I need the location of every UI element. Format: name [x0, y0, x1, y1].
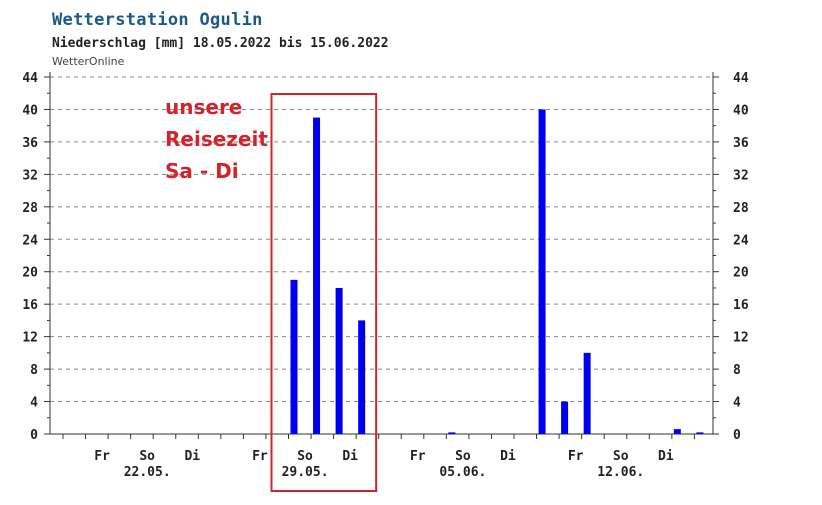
- x-weekday-label: Fr: [252, 449, 268, 464]
- y-tick-label-left: 44: [22, 71, 38, 86]
- chart-title: Wetterstation Ogulin: [52, 10, 263, 30]
- x-weekday-label: Fr: [94, 449, 110, 464]
- y-tick-label-right: 12: [733, 331, 749, 346]
- y-tick-label-left: 20: [22, 266, 38, 281]
- bar-30.05.: [335, 287, 343, 434]
- x-date-label: 05.06.: [439, 465, 486, 480]
- bar-04.06.: [448, 432, 456, 434]
- y-tick-label-right: 8: [733, 363, 741, 378]
- highlight-box: [270, 93, 378, 492]
- y-tick-label-right: 4: [733, 396, 741, 411]
- x-weekday-label: So: [613, 449, 629, 464]
- y-tick-label-right: 16: [733, 298, 749, 313]
- chart-subtitle: Niederschlag [mm] 18.05.2022 bis 15.06.2…: [52, 36, 389, 51]
- y-tick-label-right: 0: [733, 428, 741, 443]
- y-tick-label-right: 36: [733, 136, 749, 151]
- y-tick-label-left: 12: [22, 331, 38, 346]
- x-weekday-label: Fr: [568, 449, 584, 464]
- y-tick-label-right: 44: [733, 71, 749, 86]
- y-tick-label-left: 24: [22, 233, 38, 248]
- y-tick-label-left: 36: [22, 136, 38, 151]
- x-date-label: 12.06.: [597, 465, 644, 480]
- x-weekday-label: Di: [342, 449, 358, 464]
- x-weekday-label: Fr: [410, 449, 426, 464]
- x-date-label: 29.05.: [282, 465, 329, 480]
- y-tick-label-right: 20: [733, 266, 749, 281]
- bar-08.06.: [538, 109, 546, 435]
- chart-source: WetterOnline: [52, 55, 125, 68]
- annotation-text: Sa - Di: [165, 159, 239, 183]
- y-tick-label-left: 4: [30, 396, 38, 411]
- x-weekday-label: Di: [500, 449, 516, 464]
- x-weekday-label: Di: [184, 449, 200, 464]
- bar-28.05.: [290, 279, 298, 434]
- bar-09.06.: [561, 401, 569, 434]
- x-weekday-label: So: [139, 449, 155, 464]
- y-tick-label-right: 40: [733, 103, 749, 118]
- bar-14.06.: [673, 429, 681, 434]
- x-weekday-label: So: [455, 449, 471, 464]
- x-date-label: 22.05.: [124, 465, 171, 480]
- y-tick-label-left: 0: [30, 428, 38, 443]
- y-tick-label-left: 32: [22, 168, 38, 183]
- annotation-text: unsere: [165, 95, 242, 119]
- y-tick-label-left: 40: [22, 103, 38, 118]
- annotation-text: Reisezeit: [165, 127, 268, 151]
- y-tick-label-right: 24: [733, 233, 749, 248]
- x-weekday-label: Di: [658, 449, 674, 464]
- y-tick-label-left: 28: [22, 201, 38, 216]
- y-tick-label-left: 16: [22, 298, 38, 313]
- y-tick-label-right: 32: [733, 168, 749, 183]
- y-tick-label-right: 28: [733, 201, 749, 216]
- bar-29.05.: [313, 117, 321, 435]
- x-weekday-label: So: [297, 449, 313, 464]
- bar-15.06.: [696, 432, 704, 434]
- y-tick-label-left: 8: [30, 363, 38, 378]
- bar-31.05.: [358, 320, 366, 434]
- bar-10.06.: [583, 352, 591, 434]
